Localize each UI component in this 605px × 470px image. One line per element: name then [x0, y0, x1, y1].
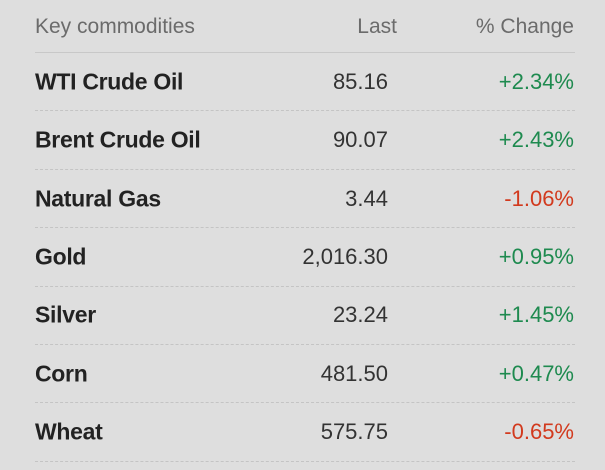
percent-change: +2.43%: [498, 127, 574, 153]
commodity-name: Corn: [35, 360, 88, 387]
last-price: 3.44: [345, 185, 388, 211]
last-price: 2,016.30: [302, 243, 388, 269]
commodity-name: WTI Crude Oil: [35, 68, 184, 95]
row-divider: [35, 285, 575, 287]
last-price: 481.50: [320, 360, 388, 386]
percent-change: +2.34%: [498, 68, 574, 94]
row-divider: [35, 460, 575, 462]
percent-change: -1.06%: [504, 185, 574, 211]
percent-change: +0.95%: [498, 243, 574, 269]
header-last: Last: [357, 15, 397, 38]
percent-change: +1.45%: [498, 302, 574, 328]
header-name: Key commodities: [35, 15, 195, 38]
row-divider: [35, 110, 575, 112]
row-divider: [35, 227, 575, 229]
commodity-name: Wheat: [35, 418, 103, 445]
header-divider: [35, 52, 575, 53]
commodity-name: Gold: [35, 243, 87, 270]
percent-change: +0.47%: [498, 360, 574, 386]
last-price: 85.16: [332, 68, 388, 94]
commodity-name: Silver: [35, 301, 96, 328]
row-divider: [35, 168, 575, 170]
last-price: 575.75: [320, 419, 388, 445]
last-price: 90.07: [332, 127, 388, 153]
percent-change: -0.65%: [504, 419, 574, 445]
row-divider: [35, 344, 575, 345]
row-divider: [35, 402, 575, 404]
last-price: 23.24: [332, 302, 388, 328]
commodity-name: Natural Gas: [35, 185, 161, 211]
header-change: % Change: [475, 15, 574, 38]
commodity-name: Brent Crude Oil: [35, 126, 201, 153]
